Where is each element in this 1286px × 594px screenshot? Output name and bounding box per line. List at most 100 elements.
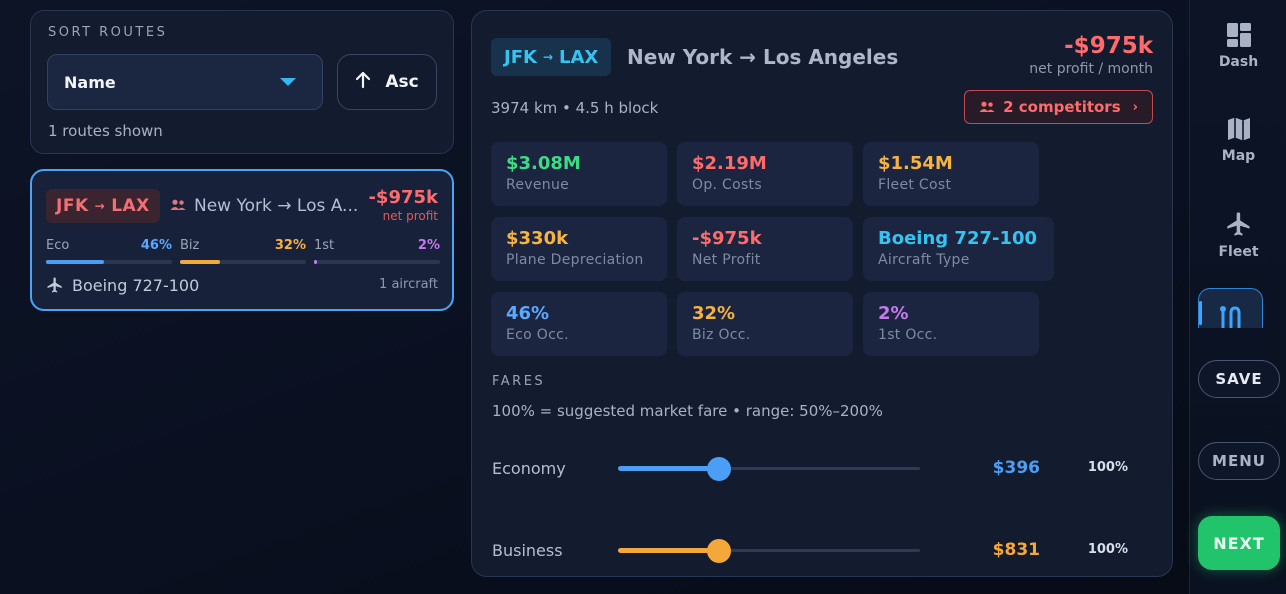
slider-thumb[interactable] xyxy=(706,539,731,563)
fares-title: FARES xyxy=(492,374,546,389)
biz-bar-track xyxy=(180,260,306,264)
active-indicator xyxy=(1199,301,1202,325)
eco-percent: 46% xyxy=(140,238,172,253)
sort-title: SORT ROUTES xyxy=(48,25,168,40)
arrow-right-icon: → xyxy=(94,199,106,213)
chevron-down-icon xyxy=(280,78,296,86)
fare-price: $831 xyxy=(992,540,1040,560)
fare-percent: 100% xyxy=(1087,460,1128,475)
nav-fleet-label: Fleet xyxy=(1218,244,1259,260)
biz-percent: 32% xyxy=(274,238,306,253)
stat-net-profit: -$975k Net Profit xyxy=(677,217,853,281)
biz-occupancy: Biz 32% xyxy=(180,238,306,268)
detail-profit-value: -$975k xyxy=(1064,33,1153,59)
stat-aircraft-type: Boeing 727-100 Aircraft Type xyxy=(863,217,1054,281)
fare-label: Economy xyxy=(492,459,566,478)
biz-label: Biz xyxy=(180,238,200,253)
eco-label: Eco xyxy=(46,238,70,253)
sort-order-label: Asc xyxy=(385,72,419,92)
eco-bar-fill xyxy=(46,260,104,264)
stat-label: Fleet Cost xyxy=(878,177,952,193)
sort-panel: SORT ROUTES Name Asc 1 routes shown xyxy=(30,10,454,154)
stat-depreciation: $330k Plane Depreciation xyxy=(491,217,667,281)
slider-thumb[interactable] xyxy=(706,457,731,481)
stat-op-costs: $2.19M Op. Costs xyxy=(677,142,853,206)
first-occupancy: 1st 2% xyxy=(314,238,440,268)
route-profit: -$975k net profit xyxy=(368,187,438,223)
eco-bar-track xyxy=(46,260,172,264)
nav-fleet[interactable]: Fleet xyxy=(1190,210,1286,260)
first-percent: 2% xyxy=(417,238,440,253)
stat-label: Op. Costs xyxy=(692,177,762,193)
stat-value: -$975k xyxy=(692,228,762,249)
menu-button[interactable]: MENU xyxy=(1198,442,1280,480)
arrow-up-icon xyxy=(355,71,371,94)
stat-label: Aircraft Type xyxy=(878,252,970,268)
stat-value: Boeing 727-100 xyxy=(878,228,1038,249)
route-name: New York → Los A... xyxy=(194,196,359,216)
route-profit-label: net profit xyxy=(382,209,438,223)
route-aircraft: Boeing 727-100 xyxy=(72,276,200,295)
stat-label: Net Profit xyxy=(692,252,761,268)
slider-fill xyxy=(618,466,719,471)
route-card[interactable]: JFK → LAX New York → Los A... -$975k net… xyxy=(30,169,454,311)
nav-dash[interactable]: Dash xyxy=(1190,22,1286,70)
people-icon xyxy=(170,199,186,210)
stat-label: Biz Occ. xyxy=(692,327,751,343)
stat-value: $3.08M xyxy=(506,153,581,174)
biz-bar-fill xyxy=(180,260,221,264)
nav-dash-label: Dash xyxy=(1218,54,1259,70)
save-button[interactable]: SAVE xyxy=(1198,360,1280,398)
routes-count: 1 routes shown xyxy=(48,122,163,140)
stat-fleet-cost: $1.54M Fleet Cost xyxy=(863,142,1039,206)
nav-routes[interactable] xyxy=(1198,288,1263,328)
stat-revenue: $3.08M Revenue xyxy=(491,142,667,206)
fare-percent: 100% xyxy=(1087,542,1128,557)
stat-value: $330k xyxy=(506,228,569,249)
sidebar: Dash Map Fleet SAVE MENU NEXT xyxy=(1189,0,1286,594)
sort-select[interactable]: Name xyxy=(47,54,323,110)
stat-eco-occ: 46% Eco Occ. xyxy=(491,292,667,356)
slider-track xyxy=(618,549,920,552)
nav-map-label: Map xyxy=(1221,148,1256,164)
route-code-badge: JFK → LAX xyxy=(46,189,160,223)
detail-to: LAX xyxy=(559,46,599,68)
map-icon xyxy=(1227,117,1250,141)
nav-map[interactable]: Map xyxy=(1190,116,1286,164)
chevron-right-icon: › xyxy=(1132,99,1138,115)
competitors-button[interactable]: 2 competitors › xyxy=(964,90,1153,124)
economy-fare-slider[interactable] xyxy=(618,457,920,481)
stat-value: 32% xyxy=(692,303,736,324)
first-label: 1st xyxy=(314,238,335,253)
route-icon xyxy=(1220,306,1241,328)
plane-icon xyxy=(47,277,62,293)
route-profit-value: -$975k xyxy=(368,187,438,208)
fare-label: Business xyxy=(492,541,563,560)
detail-from: JFK xyxy=(504,46,537,68)
arrow-right-icon: → xyxy=(542,50,554,64)
stat-label: Revenue xyxy=(506,177,570,193)
first-bar-fill xyxy=(314,260,317,264)
business-fare-slider[interactable] xyxy=(618,539,920,563)
route-from: JFK xyxy=(56,196,89,216)
stat-biz-occ: 32% Biz Occ. xyxy=(677,292,853,356)
aircraft-count: 1 aircraft xyxy=(379,277,438,292)
detail-route-code: JFK → LAX xyxy=(491,38,612,76)
fare-price: $396 xyxy=(992,458,1040,478)
stat-label: Plane Depreciation xyxy=(506,252,644,268)
detail-route-name: New York → Los Angeles xyxy=(627,45,899,69)
detail-profit-label: net profit / month xyxy=(1029,61,1153,77)
fare-row-economy: Economy $396 100% xyxy=(492,454,1132,484)
next-button[interactable]: NEXT xyxy=(1198,516,1280,570)
dashboard-icon xyxy=(1226,23,1251,47)
plane-icon xyxy=(1226,212,1249,236)
slider-fill xyxy=(618,548,719,553)
route-detail-panel: JFK → LAX New York → Los Angeles -$975k … xyxy=(471,10,1173,577)
stat-label: Eco Occ. xyxy=(506,327,569,343)
detail-profit: -$975k net profit / month xyxy=(1029,33,1153,77)
fares-note: 100% = suggested market fare • range: 50… xyxy=(492,402,883,420)
route-meta: 3974 km • 4.5 h block xyxy=(491,99,659,117)
sort-order-button[interactable]: Asc xyxy=(337,54,437,110)
stat-first-occ: 2% 1st Occ. xyxy=(863,292,1039,356)
stat-value: $1.54M xyxy=(878,153,953,174)
